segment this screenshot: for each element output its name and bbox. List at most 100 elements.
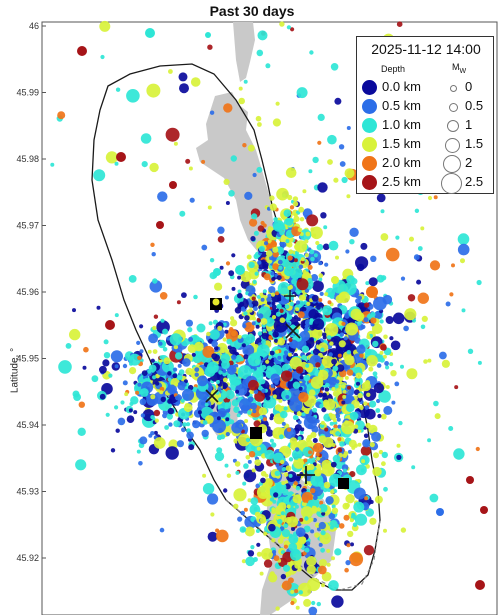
event-point <box>173 141 178 146</box>
event-point <box>292 381 301 389</box>
event-point <box>295 485 301 491</box>
event-point <box>461 308 466 313</box>
event-point <box>150 394 156 400</box>
event-point <box>421 315 428 322</box>
event-point <box>365 422 371 429</box>
event-point <box>287 293 295 301</box>
event-point <box>185 319 193 327</box>
event-point <box>168 69 173 74</box>
event-point <box>292 414 299 421</box>
legend-depth-header: Depth <box>381 64 406 74</box>
event-point <box>344 567 349 573</box>
event-point-large <box>156 221 164 229</box>
event-point <box>341 464 349 471</box>
event-point <box>238 97 245 105</box>
event-point <box>286 427 292 432</box>
event-point <box>78 401 86 408</box>
event-point <box>251 321 256 326</box>
event-point <box>194 372 199 377</box>
event-point <box>202 420 208 425</box>
event-point <box>231 422 243 434</box>
event-point <box>110 350 123 363</box>
event-point <box>319 500 324 505</box>
event-point <box>217 408 227 418</box>
event-point <box>328 512 336 520</box>
event-point <box>337 437 342 442</box>
event-point <box>376 363 382 368</box>
event-point <box>280 370 293 382</box>
event-point <box>269 416 274 421</box>
event-point <box>341 321 346 326</box>
event-point <box>398 420 403 426</box>
event-point <box>330 461 337 468</box>
event-point <box>103 352 111 359</box>
event-point <box>256 317 261 322</box>
event-point <box>349 518 354 523</box>
event-point <box>194 367 200 372</box>
event-point <box>181 388 195 401</box>
event-point <box>162 413 168 419</box>
event-point <box>294 424 302 432</box>
event-point <box>326 548 331 553</box>
event-point <box>383 405 393 415</box>
event-point <box>380 209 385 214</box>
event-point <box>308 389 316 397</box>
event-point <box>269 438 274 443</box>
event-point <box>237 275 242 280</box>
event-point <box>206 331 211 337</box>
event-point <box>248 451 256 458</box>
event-point <box>304 516 309 521</box>
event-point <box>319 291 324 296</box>
event-point <box>241 343 246 348</box>
event-point <box>312 517 317 523</box>
event-point <box>368 366 374 372</box>
event-point <box>454 385 459 390</box>
event-point <box>231 354 237 360</box>
event-point <box>298 590 303 595</box>
event-point <box>325 496 334 505</box>
event-point <box>353 501 365 513</box>
event-point <box>257 30 268 41</box>
event-point <box>192 335 198 340</box>
event-point-large <box>213 268 221 276</box>
event-point <box>270 310 275 315</box>
event-point <box>318 277 323 282</box>
event-point <box>372 371 378 377</box>
event-point <box>140 133 152 144</box>
event-point <box>303 374 311 382</box>
event-point <box>279 21 285 27</box>
event-point <box>363 401 368 406</box>
event-point <box>345 560 351 566</box>
event-point <box>167 377 172 382</box>
event-point <box>280 459 285 465</box>
event-point <box>167 384 178 395</box>
event-point <box>354 513 368 526</box>
event-point <box>270 271 275 276</box>
y-tick-label: 45.93 <box>16 487 39 497</box>
event-point <box>318 273 324 278</box>
event-point <box>310 529 315 534</box>
event-point <box>271 292 276 297</box>
legend-magnitude-label: 0 <box>465 79 473 94</box>
event-point <box>289 205 295 210</box>
event-point <box>433 195 438 200</box>
event-point <box>290 549 302 561</box>
event-point <box>159 292 168 300</box>
event-point <box>77 427 86 436</box>
event-point <box>373 452 379 459</box>
event-point <box>351 445 356 450</box>
chart-title: Past 30 days <box>209 3 295 19</box>
event-point <box>262 289 267 294</box>
event-point <box>223 488 228 493</box>
event-point <box>138 461 143 466</box>
event-point <box>264 449 275 460</box>
legend-magnitude-header: MW <box>452 62 466 75</box>
event-point <box>366 355 378 367</box>
legend-magnitude-label: 2 <box>465 155 473 170</box>
event-point <box>350 308 362 320</box>
event-point <box>298 206 305 213</box>
event-point <box>322 243 330 251</box>
legend-row: 1.0 km 1 <box>357 116 495 136</box>
event-point <box>336 364 345 372</box>
event-point <box>283 544 288 549</box>
